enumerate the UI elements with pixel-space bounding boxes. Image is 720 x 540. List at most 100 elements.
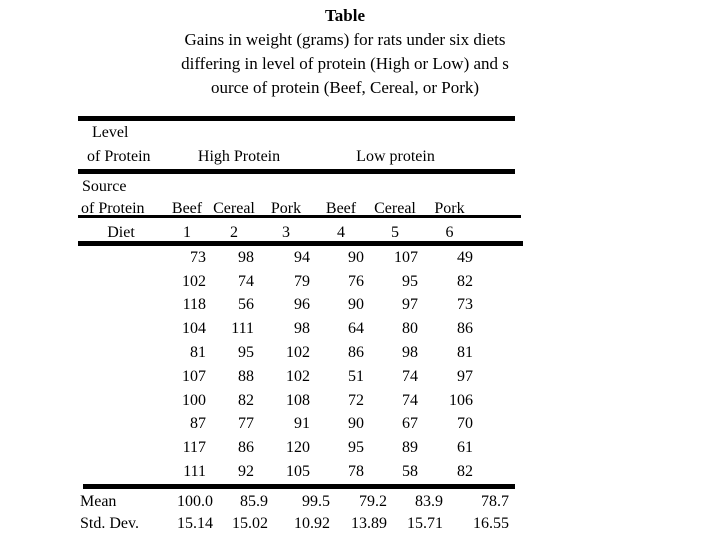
- source-row: Source: [78, 176, 515, 198]
- data-cell: 118: [182, 296, 206, 314]
- diet-number: 3: [282, 223, 290, 241]
- data-cell: 82: [457, 272, 473, 290]
- rule-below-level-header: [78, 169, 515, 174]
- data-cell: 107: [182, 367, 206, 385]
- data-cell: 61: [457, 439, 473, 457]
- rat-weight-gain-table: Level of Protein High Protein Low protei…: [78, 121, 515, 536]
- level-row: Level: [78, 121, 515, 145]
- caption-line-2: differing in level of protein (High or L…: [181, 54, 509, 73]
- mean-row: Mean 100.0 85.9 99.5 79.2 83.9 78.7: [78, 491, 515, 513]
- mean-cell: 100.0: [177, 492, 213, 510]
- source-header-pork-1: Pork: [270, 199, 302, 217]
- data-cell: 95: [402, 272, 418, 290]
- source-header-beef-2: Beef: [325, 199, 357, 217]
- source-of-protein-label: of Protein: [81, 199, 145, 217]
- mean-cell: 99.5: [302, 492, 330, 510]
- data-cell: 67: [402, 415, 418, 433]
- data-cell: 98: [294, 320, 310, 338]
- empty-cell: [477, 219, 515, 246]
- data-cell: 111: [231, 320, 254, 338]
- data-cell: 78: [348, 463, 364, 481]
- data-row: 102 74 79 76 95 82: [78, 270, 515, 294]
- std-dev-cell: 16.55: [473, 515, 509, 533]
- data-cell: 102: [286, 344, 310, 362]
- source-header-beef-1: Beef: [171, 199, 203, 217]
- source-header-cereal-2: Cereal: [374, 199, 416, 217]
- data-cell: 95: [348, 439, 364, 457]
- data-cell: 102: [182, 272, 206, 290]
- data-cell: 56: [238, 296, 254, 314]
- data-cell: 89: [402, 439, 418, 457]
- data-row: 117 86 120 95 89 61: [78, 436, 515, 460]
- data-cell: 106: [449, 391, 473, 409]
- diet-row: Diet 1 2 3 4 5 6: [78, 219, 515, 246]
- data-cell: 51: [348, 367, 364, 385]
- source-label: Source: [82, 178, 127, 195]
- std-dev-cell: 15.71: [407, 515, 443, 533]
- empty-cell: [164, 121, 515, 145]
- data-row: 81 95 102 86 98 81: [78, 341, 515, 365]
- data-cell: 82: [457, 463, 473, 481]
- data-cell: 98: [238, 248, 254, 266]
- data-cell: 90: [348, 296, 364, 314]
- std-dev-row: Std. Dev. 15.14 15.02 10.92 13.89 15.71 …: [78, 513, 515, 536]
- spacer-row: [78, 169, 515, 176]
- data-cell: 73: [457, 296, 473, 314]
- std-dev-cell: 10.92: [294, 515, 330, 533]
- table-heading: Table: [324, 6, 365, 25]
- data-cell: 95: [238, 344, 254, 362]
- data-cell: 86: [457, 320, 473, 338]
- mean-cell: 78.7: [481, 492, 509, 510]
- diet-number: 6: [445, 223, 454, 241]
- caption-line-3: ource of protein (Beef, Cereal, or Pork): [210, 78, 480, 97]
- data-cell: 81: [457, 344, 473, 362]
- data-cell: 74: [402, 391, 418, 409]
- data-cell: 49: [457, 248, 473, 266]
- data-row: 73 98 94 90 107 49: [78, 246, 515, 270]
- data-cell: 58: [402, 463, 418, 481]
- data-cell: 80: [402, 320, 418, 338]
- empty-cell: [477, 198, 515, 219]
- of-protein-label: of Protein: [87, 148, 151, 165]
- data-cell: 102: [286, 367, 310, 385]
- data-row: 87 77 91 90 67 70: [78, 413, 515, 437]
- rule-below-diet-header: [78, 241, 523, 246]
- source-header-cereal-1: Cereal: [213, 199, 255, 217]
- spacer-row: [78, 484, 515, 491]
- diet-number: 4: [337, 223, 345, 241]
- data-cell: 105: [286, 463, 310, 481]
- caption-line-1: Gains in weight (grams) for rats under s…: [184, 30, 506, 49]
- mean-label: Mean: [80, 492, 117, 510]
- data-cell: 120: [286, 439, 310, 457]
- data-cell: 73: [190, 248, 206, 266]
- data-cell: 79: [294, 272, 310, 290]
- diet-label: Diet: [107, 223, 135, 241]
- data-cell: 104: [182, 320, 206, 338]
- empty-cell: [477, 145, 515, 169]
- data-cell: 107: [394, 248, 418, 266]
- data-cell: 100: [182, 391, 206, 409]
- source-header-pork-2: Pork: [434, 199, 465, 217]
- data-cell: 97: [457, 367, 473, 385]
- diet-number: 1: [183, 223, 191, 241]
- data-row: 104 111 98 64 80 86: [78, 317, 515, 341]
- data-cell: 94: [294, 248, 310, 266]
- data-cell: 74: [238, 272, 254, 290]
- data-cell: 77: [238, 415, 254, 433]
- data-cell: 70: [457, 415, 473, 433]
- data-row: 111 92 105 78 58 82: [78, 460, 515, 484]
- std-dev-cell: 13.89: [351, 515, 387, 533]
- data-cell: 90: [348, 415, 364, 433]
- diet-number: 5: [391, 223, 399, 241]
- rule-above-mean: [83, 484, 515, 489]
- protein-level-row: of Protein High Protein Low protein: [78, 145, 515, 169]
- title-block: Table Gains in weight (grams) for rats u…: [0, 4, 690, 100]
- std-dev-cell: 15.14: [177, 515, 213, 533]
- data-cell: 117: [182, 439, 206, 457]
- low-protein-header: Low protein: [356, 148, 435, 165]
- std-dev-label: Std. Dev.: [80, 515, 139, 533]
- data-row: 100 82 108 72 74 106: [78, 389, 515, 413]
- high-protein-header: High Protein: [197, 148, 281, 165]
- data-cell: 98: [402, 344, 418, 362]
